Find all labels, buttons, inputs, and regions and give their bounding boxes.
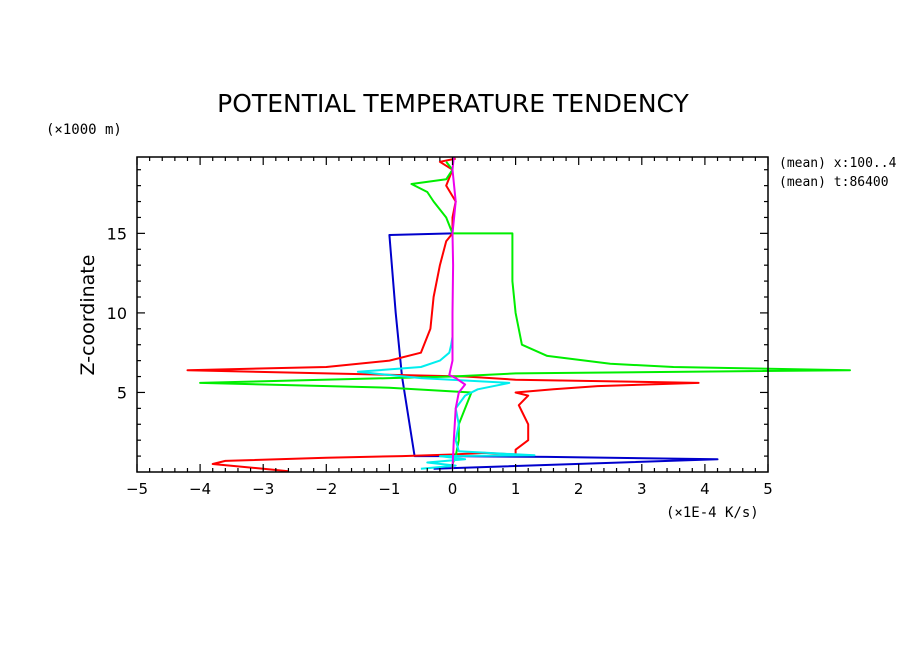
series-line-3: [199, 161, 851, 465]
y-tick-label: 10: [107, 304, 127, 323]
x-tick-label: 2: [574, 480, 584, 498]
y-tick-label: 15: [107, 224, 127, 243]
x-tick-label: −1: [378, 480, 400, 498]
series-line-2: [186, 157, 700, 472]
series-layer: [186, 157, 851, 472]
series-line-5: [448, 157, 467, 469]
y-unit-label: (×1000 m): [46, 122, 122, 138]
x-tick-label: 0: [448, 480, 458, 498]
x-tick-label: −2: [315, 480, 337, 498]
x-unit-label: (×1E-4 K/s): [666, 505, 759, 521]
x-tick-label: −3: [252, 480, 274, 498]
chart-title: POTENTIAL TEMPERATURE TENDENCY: [217, 89, 689, 118]
axes-layer: −5 −4 −3 −2 −1 0 1 2 3 4 5 5 10 15: [107, 156, 773, 498]
y-tick-label: 5: [117, 383, 127, 402]
x-tick-label: −4: [189, 480, 211, 498]
annotation-x-mean: (mean) x:100..4: [779, 156, 897, 171]
y-axis-title: Z-coordinate: [77, 255, 99, 376]
x-tick-label: 1: [511, 480, 521, 498]
x-tick-label: 5: [763, 480, 773, 498]
annotation-t-mean: (mean) t:86400: [779, 175, 889, 190]
x-tick-label: 3: [637, 480, 647, 498]
x-tick-label: 4: [700, 480, 710, 498]
series-line-4: [356, 336, 536, 470]
x-tick-label: −5: [126, 480, 148, 498]
